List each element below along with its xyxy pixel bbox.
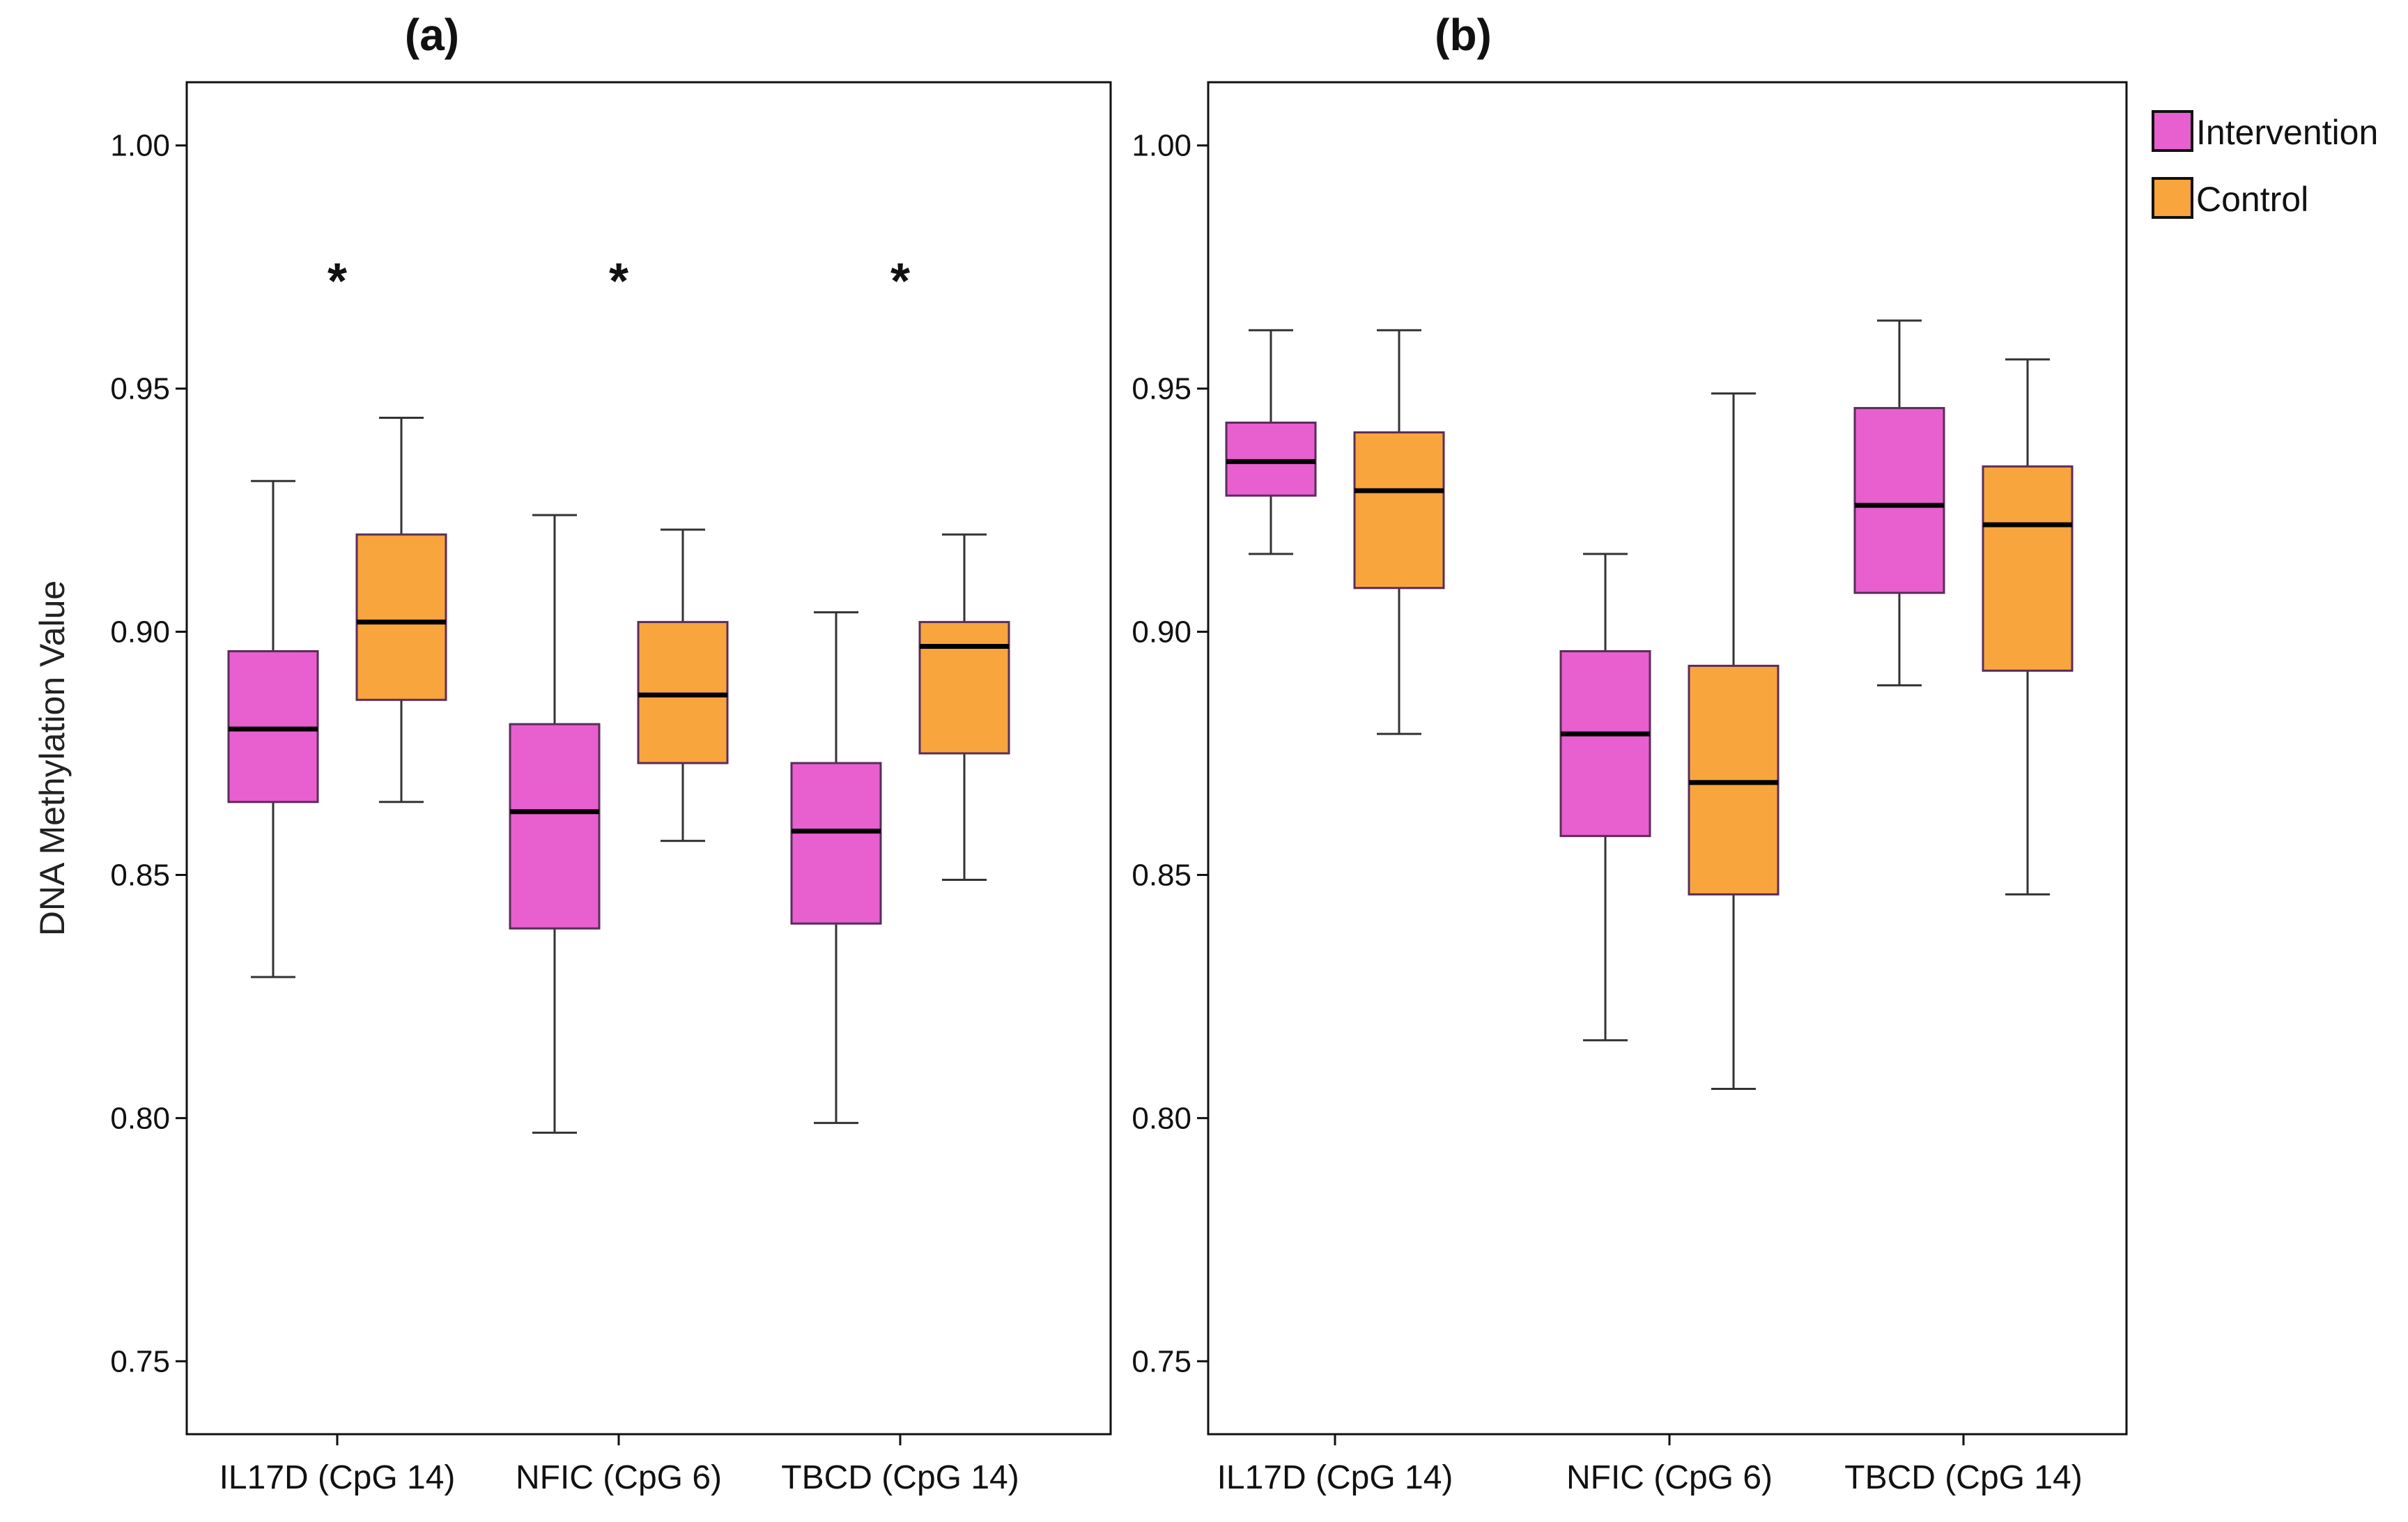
y-tick-label: 0.95: [1132, 372, 1191, 406]
box-intervention-1: [227, 479, 319, 978]
x-tick-label: IL17D (CpG 14): [1217, 1459, 1453, 1496]
significance-star: *: [890, 254, 910, 309]
legend-label-intervention: Intervention: [2196, 113, 2378, 152]
x-tick-label: NFIC (CpG 6): [1566, 1459, 1773, 1496]
significance-star: *: [327, 254, 347, 309]
iqr-box: [918, 621, 1010, 755]
y-tick-label: 0.85: [1132, 858, 1191, 892]
box-control-3: [1982, 358, 2074, 895]
y-axis-label: DNA Methylation Value: [33, 581, 72, 936]
y-tick-label: 0.75: [1132, 1344, 1191, 1378]
legend-swatch-control: [2152, 177, 2193, 219]
plot-frame: [185, 81, 1112, 1436]
box-control-1: [355, 417, 447, 804]
panel-a: (a) 0.75 0.80 0.85 0.90 0.95 1.00 DNA Methylati…: [33, 10, 1112, 1496]
box-control-2: [1688, 392, 1780, 1091]
y-tick-label: 1.00: [110, 129, 170, 163]
panel-title: (b): [1435, 10, 1492, 60]
panel-b: (b) 0.75 0.80 0.85 0.90 0.95 1.00 IL17D (CpG 14…: [1132, 10, 2128, 1496]
y-tick-label: 0.80: [1132, 1101, 1191, 1135]
y-tick-label: 0.75: [110, 1344, 170, 1378]
box-control-2: [637, 528, 729, 843]
box-intervention-3: [790, 611, 882, 1124]
y-tick-label: 0.90: [110, 615, 170, 649]
x-tick-label: TBCD (CpG 14): [781, 1459, 1019, 1496]
iqr-box: [1559, 649, 1651, 838]
y-tick-label: 1.00: [1132, 129, 1191, 163]
y-tick-label: 0.90: [1132, 615, 1191, 649]
legend: Intervention Control: [2152, 110, 2378, 219]
legend-swatch-intervention: [2152, 110, 2193, 152]
iqr-box: [1353, 431, 1445, 590]
panel-title: (a): [405, 10, 459, 60]
iqr-box: [1853, 407, 1945, 594]
box-intervention-1: [1225, 329, 1317, 555]
x-tick-label: TBCD (CpG 14): [1844, 1459, 2082, 1496]
box-intervention-3: [1853, 319, 1945, 686]
x-tick-label: NFIC (CpG 6): [516, 1459, 722, 1496]
y-tick-label: 0.95: [110, 372, 170, 406]
box-control-3: [918, 533, 1010, 881]
iqr-box: [1982, 465, 2074, 672]
y-tick-label: 0.80: [110, 1101, 170, 1135]
y-tick-label: 0.85: [110, 858, 170, 892]
box-control-1: [1353, 329, 1445, 735]
legend-label-control: Control: [2196, 180, 2308, 219]
iqr-box: [509, 723, 601, 930]
box-intervention-2: [1559, 553, 1651, 1042]
x-tick-label: IL17D (CpG 14): [219, 1459, 456, 1496]
plot-frame: [1207, 81, 2128, 1436]
iqr-box: [355, 533, 447, 701]
box-intervention-2: [509, 514, 601, 1134]
significance-star: *: [609, 254, 628, 309]
iqr-box: [790, 762, 882, 925]
